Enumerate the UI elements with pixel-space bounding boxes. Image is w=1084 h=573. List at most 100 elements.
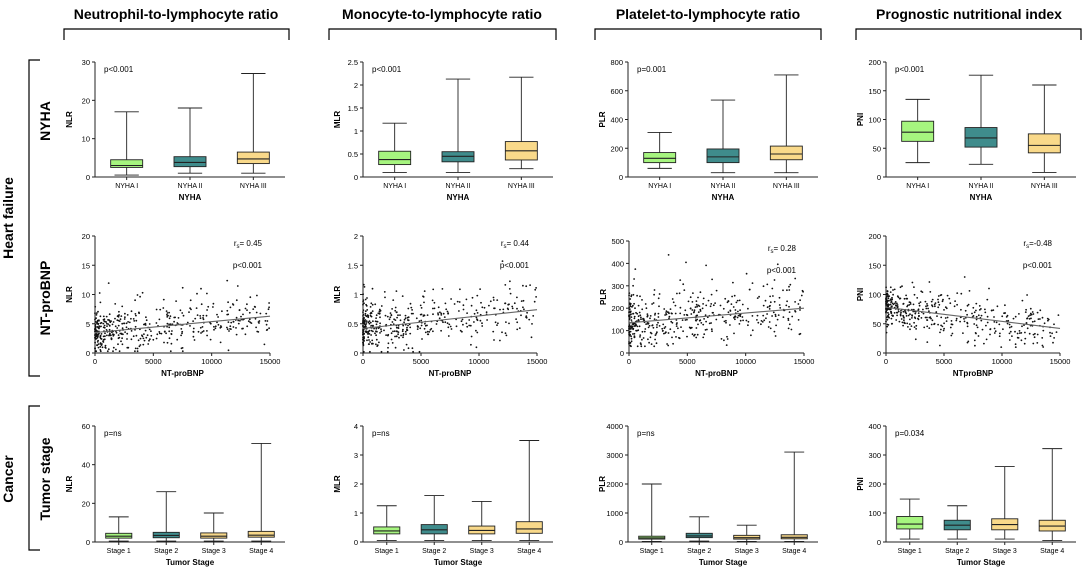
p-value-annotation: p<0.001 [104, 65, 134, 74]
rs-symbol: r [234, 239, 237, 248]
scatter-point [207, 305, 210, 308]
rs-value: = 0.45 [240, 239, 263, 248]
scatter-point [892, 293, 894, 296]
scatter-point [196, 314, 199, 316]
scatter-point [205, 314, 208, 317]
scatter-point [375, 338, 378, 341]
x-axis-label: NYHA [970, 193, 993, 202]
scatter-point [696, 305, 698, 308]
y-tick-label: 2 [354, 81, 358, 90]
scatter-point [789, 283, 792, 286]
scatter-point [398, 336, 400, 339]
scatter-point [745, 272, 748, 275]
scatter-point [719, 304, 722, 307]
scatter-point [393, 330, 396, 333]
scatter-point [1027, 315, 1030, 317]
scatter-point [642, 337, 645, 339]
scatter-point [370, 342, 373, 345]
scatter-point [446, 310, 449, 313]
scatter-point [974, 344, 976, 347]
scatter-point [1036, 342, 1039, 344]
y-tick-label: 1 [354, 291, 358, 300]
scatter-point [998, 335, 1001, 338]
scatter-point [762, 314, 765, 317]
scatter-point [421, 338, 423, 340]
scatter-point [984, 311, 987, 314]
y-tick-label: 1 [354, 509, 358, 518]
scatter-point [98, 332, 100, 335]
scatter-point [1007, 319, 1010, 322]
scatter-point [1033, 336, 1036, 339]
x-tick-label: 0 [93, 357, 97, 366]
scatter-point [372, 320, 374, 323]
box-stage-2 [420, 524, 448, 535]
scatter-point [476, 312, 479, 314]
scatter-point [1057, 314, 1060, 316]
scatter-point [520, 300, 523, 302]
scatter-point [981, 328, 984, 331]
scatter-point [531, 323, 533, 325]
scatter-point [235, 316, 238, 319]
scatter-point [1031, 311, 1034, 313]
scatter-point [247, 320, 250, 323]
scatter-point [379, 332, 381, 334]
scatter-point [983, 342, 985, 345]
scatter-point [501, 260, 504, 262]
scatter-point [505, 334, 508, 337]
scatter-point [406, 328, 408, 331]
scatter-point [407, 319, 410, 322]
scatter-point [402, 336, 404, 339]
scatter-point [447, 335, 450, 337]
row-bracket-cancer [28, 405, 40, 551]
scatter-point [158, 318, 161, 321]
scatter-point [657, 316, 660, 318]
scatter-point [924, 316, 927, 319]
scatter-point [462, 323, 464, 326]
scatter-point [375, 323, 378, 326]
x-tick-label: 5000 [145, 357, 162, 366]
scatter-point [101, 343, 103, 345]
scatter-point [934, 305, 936, 308]
scatter-point [416, 328, 419, 330]
y-tick-label: 3 [354, 451, 358, 460]
scatter-point [99, 342, 102, 344]
scatter-point [769, 304, 771, 307]
scatter-point [772, 295, 774, 297]
scatter-point [507, 303, 510, 306]
scatter-point [437, 313, 440, 316]
scatter-point [158, 332, 161, 335]
scatter-point [98, 326, 101, 328]
scatter-point [241, 327, 244, 330]
scatter-point [1034, 332, 1036, 335]
scatter-point [790, 328, 793, 331]
scatter-point [102, 315, 105, 318]
scatter-point [254, 306, 257, 308]
scatter-point [729, 309, 732, 312]
scatter-point [95, 333, 98, 335]
scatter-point [923, 326, 926, 329]
x-tick-label: 15000 [260, 357, 281, 366]
scatter-point [214, 325, 217, 328]
scatter-point [629, 302, 631, 305]
scatter-point [689, 296, 692, 299]
scatter-point [761, 321, 764, 323]
scatter-point [1042, 329, 1045, 332]
scatter-point [94, 341, 96, 344]
scatter-point [885, 286, 887, 289]
box-stage-4 [515, 521, 543, 534]
scatter-point [670, 320, 673, 323]
scatter-point [632, 304, 634, 307]
scatter-point [786, 300, 788, 303]
scatter-point [887, 297, 890, 299]
scatter-point [656, 324, 658, 326]
scatter-point [653, 293, 655, 296]
scatter-point [405, 343, 408, 346]
scatter-point [1051, 332, 1053, 335]
scatter-point [141, 334, 143, 337]
scatter-point [216, 321, 218, 324]
scatter-point [406, 326, 408, 329]
scatter-point [139, 337, 142, 340]
scatter-point [986, 298, 989, 301]
scatter-point [100, 338, 103, 340]
scatter-point [239, 319, 241, 322]
